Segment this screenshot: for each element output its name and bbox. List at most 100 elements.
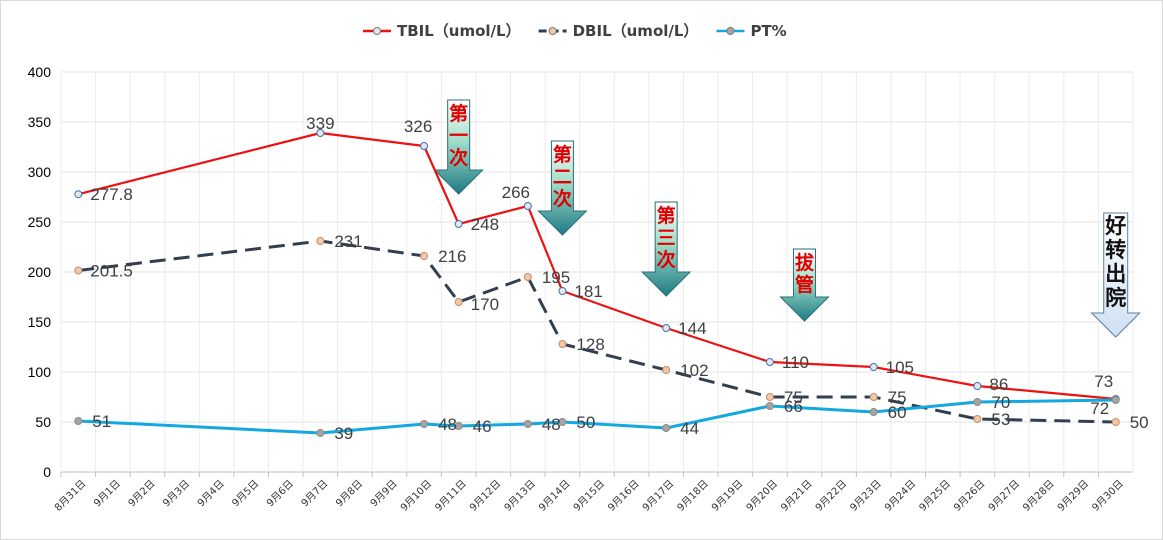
arrow-down-icon — [640, 201, 692, 297]
x-tick-label: 9月3日 — [161, 478, 193, 510]
legend-marker — [548, 27, 557, 35]
data-point — [1111, 418, 1120, 426]
y-tick-label: 150 — [28, 314, 52, 330]
data-point — [316, 429, 325, 437]
legend-item: DBIL（umol/L） — [538, 22, 699, 40]
legend-label: TBIL（umol/L） — [397, 22, 521, 40]
x-tick-label: 9月23日 — [848, 478, 884, 514]
series-layer — [74, 129, 1120, 437]
data-label: 70 — [991, 393, 1010, 412]
annotation-char: 次 — [449, 146, 468, 169]
x-tick-label: 9月12日 — [467, 478, 503, 514]
annotation-char: 转 — [1105, 238, 1126, 262]
x-tick-label: 9月1日 — [91, 478, 123, 510]
annotation-char: 好 — [1104, 214, 1126, 238]
grid-layer — [60, 71, 1134, 473]
data-label: 53 — [991, 410, 1010, 429]
x-tick-label: 9月15日 — [571, 478, 607, 514]
y-tick-label: 200 — [28, 264, 52, 280]
legend: TBIL（umol/L） DBIL（umol/L） PT% — [363, 22, 787, 40]
y-tick-label: 50 — [35, 414, 51, 430]
data-point — [662, 366, 671, 374]
data-point — [420, 420, 429, 428]
series-2 — [74, 396, 1120, 437]
y-tick-label: 300 — [28, 164, 52, 180]
data-label: 195 — [542, 268, 570, 287]
data-point — [454, 220, 463, 228]
data-point — [558, 418, 567, 426]
data-point — [74, 190, 83, 199]
annotation-char: 第 — [553, 143, 572, 166]
arrow-down-icon — [1090, 212, 1141, 338]
annotation-char: 出 — [1105, 262, 1126, 286]
series-1 — [74, 237, 1120, 426]
x-tick-label: 9月9日 — [368, 478, 400, 510]
annotation-char: 一 — [449, 125, 468, 147]
data-label: 128 — [576, 335, 604, 354]
data-label: 266 — [502, 183, 530, 202]
data-point — [523, 202, 532, 210]
x-tick-label: 9月26日 — [951, 478, 987, 514]
legend-item: PT% — [716, 22, 787, 40]
data-label: 339 — [306, 114, 334, 133]
data-point — [420, 142, 429, 150]
data-point — [869, 393, 878, 401]
annotation-char: 二 — [553, 166, 572, 188]
x-tick-label: 9月7日 — [299, 478, 331, 510]
x-tick-label: 9月22日 — [813, 478, 849, 514]
data-point — [869, 363, 878, 371]
data-label: 144 — [678, 319, 706, 338]
data-label: 216 — [438, 247, 466, 266]
data-label: 39 — [334, 424, 353, 443]
data-point — [454, 298, 463, 306]
data-label: 50 — [576, 413, 595, 432]
y-tick-label: 0 — [43, 464, 51, 480]
arrow-down-icon — [779, 248, 830, 322]
data-label: 46 — [473, 417, 492, 436]
data-label: 231 — [334, 232, 362, 251]
data-label: 86 — [989, 375, 1008, 394]
data-point — [523, 420, 532, 428]
x-tick-label: 9月13日 — [502, 478, 538, 514]
x-tick-label: 9月5日 — [230, 478, 262, 510]
y-tick-label: 400 — [28, 64, 52, 80]
annotation-char: 次 — [657, 248, 676, 271]
annotation-char: 拔 — [795, 251, 815, 274]
data-label: 326 — [404, 117, 432, 136]
x-tick-label: 9月11日 — [433, 478, 469, 514]
data-label: 248 — [471, 215, 499, 234]
x-tick-label: 9月27日 — [986, 478, 1022, 514]
data-label: 72 — [1090, 399, 1109, 418]
x-tick-label: 9月29日 — [1055, 478, 1091, 514]
x-tick-label: 9月6日 — [264, 478, 296, 510]
data-point — [973, 398, 982, 406]
data-label: 60 — [888, 403, 907, 422]
legend-label: DBIL（umol/L） — [573, 22, 699, 40]
x-tick-label: 9月14日 — [536, 478, 572, 514]
data-point — [558, 287, 567, 295]
data-label: 66 — [784, 397, 803, 416]
x-tick-label: 9月18日 — [675, 478, 711, 514]
annotation-char: 第 — [449, 102, 468, 125]
data-point — [316, 129, 325, 137]
data-label: 48 — [542, 415, 561, 434]
legend-marker — [726, 27, 735, 35]
x-tick-label: 9月28日 — [1021, 478, 1057, 514]
data-point — [523, 273, 532, 281]
data-label: 73 — [1094, 372, 1113, 391]
x-tick-label: 9月25日 — [917, 478, 953, 514]
annotation-arrow: 第二次 — [537, 140, 588, 236]
data-point — [765, 393, 774, 401]
data-point — [316, 237, 325, 245]
data-label: 75 — [784, 388, 803, 407]
data-label: 110 — [782, 353, 809, 372]
data-label: 201.5 — [90, 262, 133, 281]
arrow-down-icon — [537, 140, 588, 236]
data-label: 277.8 — [90, 185, 133, 204]
data-point — [662, 324, 671, 332]
x-tick-label: 9月21日 — [778, 478, 814, 514]
